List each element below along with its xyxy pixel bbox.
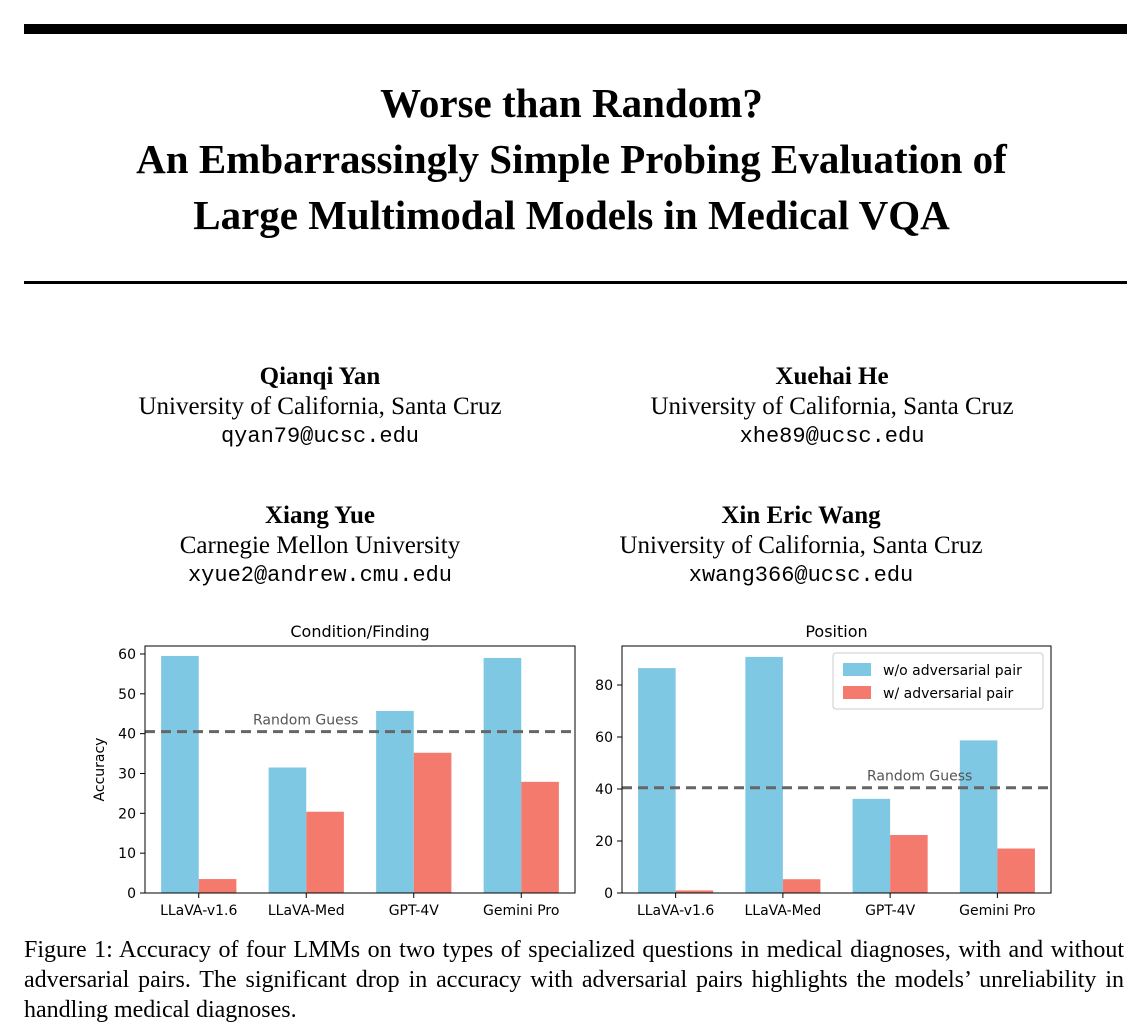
y-axis-label: Accuracy: [92, 738, 108, 802]
author-email[interactable]: xyue2@andrew.cmu.edu: [187, 563, 453, 588]
bar-without-adversarial: [161, 655, 199, 893]
y-tick-label: 40: [595, 782, 613, 798]
bar-with-adversarial: [198, 879, 237, 893]
y-tick-label: 60: [595, 730, 613, 746]
bar-without-adversarial: [268, 767, 307, 893]
author-affiliation: University of California, Santa Cruz: [619, 532, 983, 559]
y-tick-label: 10: [118, 846, 136, 862]
figure-1: Condition/Finding LLaVA-v1.6 LLaVA-Med GPT-…: [80, 616, 1080, 926]
chart-title: Position: [805, 622, 867, 641]
x-tick-label: GPT-4V: [865, 903, 916, 919]
bar-with-adversarial: [997, 848, 1035, 893]
author-affiliation: University of California, Santa Cruz: [138, 393, 502, 420]
bar-without-adversarial: [959, 740, 998, 893]
author-affiliation: University of California, Santa Cruz: [650, 393, 1014, 420]
y-tick-label: 50: [118, 687, 136, 703]
x-tick-label: LLaVA-v1.6: [160, 903, 237, 919]
x-tick-label: GPT-4V: [389, 903, 440, 919]
x-tick-label: LLaVA-Med: [268, 903, 345, 919]
y-tick-label: 30: [118, 766, 136, 782]
chart-frame: [621, 645, 1052, 894]
y-tick-label: 20: [118, 806, 136, 822]
bar-without-adversarial: [638, 668, 676, 893]
author-email[interactable]: qyan79@ucsc.edu: [220, 424, 420, 449]
legend-label: w/o adversarial pair: [883, 663, 1022, 679]
bar-with-adversarial: [675, 890, 714, 893]
legend-box: [832, 652, 1044, 710]
author-email[interactable]: xhe89@ucsc.edu: [739, 424, 925, 449]
author-email[interactable]: xwang366@ucsc.edu: [688, 563, 914, 588]
random-guess-label: Random Guess: [867, 769, 972, 785]
bar-with-adversarial: [782, 879, 821, 893]
chart-title: Condition/Finding: [290, 622, 429, 641]
x-tick-label: Gemini Pro: [959, 903, 1035, 919]
bar-with-adversarial: [306, 811, 344, 893]
bar-without-adversarial: [745, 656, 783, 893]
y-tick-label: 0: [127, 886, 136, 902]
author-name: Xuehai He: [775, 363, 889, 390]
bar-with-adversarial: [890, 835, 928, 893]
author-block: Xin Eric Wang University of California, …: [521, 501, 1081, 591]
legend-swatch: [843, 663, 871, 676]
bar-with-adversarial: [413, 752, 452, 893]
random-guess-label: Random Guess: [253, 713, 358, 729]
author-block: Xuehai He University of California, Sant…: [552, 362, 1112, 452]
author-name: Qianqi Yan: [259, 363, 381, 390]
x-tick-label: Gemini Pro: [483, 903, 559, 919]
y-tick-label: 0: [604, 886, 613, 902]
title-top-rule: [24, 24, 1127, 34]
bar-without-adversarial: [483, 657, 522, 893]
author-block: Qianqi Yan University of California, San…: [40, 362, 600, 452]
figure-1-charts: Condition/Finding LLaVA-v1.6 LLaVA-Med GPT-…: [92, 622, 1052, 919]
author-block: Xiang Yue Carnegie Mellon University xyu…: [40, 501, 600, 591]
y-tick-label: 60: [118, 647, 136, 663]
figure-caption: Figure 1: Accuracy of four LMMs on two t…: [24, 937, 1124, 1023]
y-tick-label: 80: [595, 678, 613, 694]
author-name: Xiang Yue: [265, 502, 375, 529]
x-tick-label: LLaVA-Med: [744, 903, 821, 919]
bar-with-adversarial: [521, 781, 559, 893]
x-tick-label: LLaVA-v1.6: [637, 903, 714, 919]
legend-label: w/ adversarial pair: [883, 686, 1014, 702]
legend-swatch: [843, 686, 871, 699]
y-tick-label: 40: [118, 727, 136, 743]
bar-without-adversarial: [852, 798, 891, 893]
y-tick-label: 20: [595, 834, 613, 850]
author-affiliation: Carnegie Mellon University: [179, 532, 461, 559]
paper-title-line-1: Worse than Random?: [380, 80, 763, 126]
paper-title-line-3: Large Multimodal Models in Medical VQA: [193, 192, 950, 238]
title-bottom-rule: [24, 281, 1127, 284]
paper-title-line-2: An Embarrassingly Simple Probing Evaluat…: [136, 136, 1007, 182]
chart-frame: [144, 645, 576, 894]
author-name: Xin Eric Wang: [721, 502, 881, 529]
bar-without-adversarial: [376, 710, 414, 893]
